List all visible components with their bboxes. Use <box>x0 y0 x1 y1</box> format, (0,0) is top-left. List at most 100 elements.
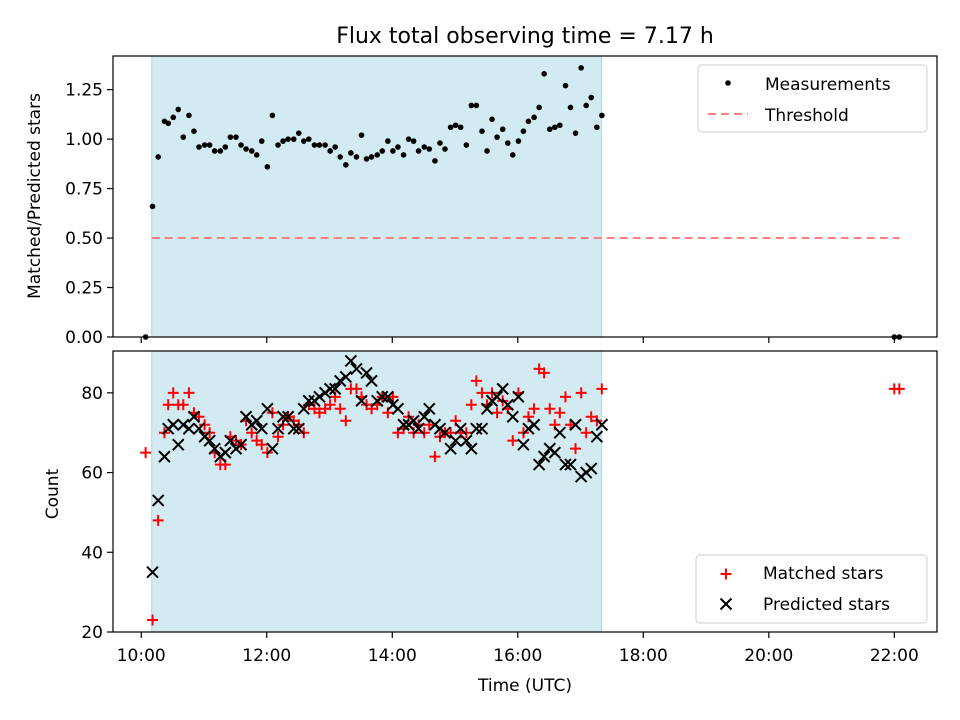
measurement-point <box>374 152 381 158</box>
points-layer <box>140 354 905 681</box>
matched-star-point <box>418 427 430 439</box>
matched-star-point <box>559 391 571 403</box>
axes-frame <box>112 55 938 338</box>
predicted-star-point <box>350 362 363 376</box>
measurement-point <box>484 148 490 154</box>
predicted-star-point <box>438 426 452 439</box>
matched-star-point <box>460 427 472 439</box>
measurement-point <box>280 138 286 144</box>
predicted-star-point <box>480 402 494 416</box>
predicted-star-point <box>553 426 567 439</box>
predicted-star-point <box>381 390 395 404</box>
legend-label-predicted: Predicted stars <box>763 595 890 615</box>
y-axis-label: Matched/Predicted stars <box>25 93 45 299</box>
measurement-point <box>300 138 307 144</box>
y-tick-label: 0.25 <box>65 279 103 299</box>
predicted-star-point <box>360 366 373 380</box>
measurement-point <box>447 124 454 131</box>
predicted-star-point <box>418 410 431 423</box>
measurement-point <box>295 130 302 136</box>
predicted-star-point <box>412 422 425 435</box>
y-tick-label: 0.75 <box>65 180 103 200</box>
measurement-point <box>253 152 260 158</box>
predicted-star-point <box>397 418 410 431</box>
measurement-point <box>201 142 208 148</box>
measurement-point <box>567 104 574 111</box>
y-tick-label: 60 <box>81 464 103 484</box>
measurement-point <box>379 148 386 154</box>
predicted-star-point <box>182 422 196 435</box>
y-tick-label: 80 <box>81 384 103 404</box>
predicted-star-point <box>522 422 535 435</box>
predicted-star-point <box>287 422 300 435</box>
predicted-star-point <box>208 442 221 455</box>
measurement-point <box>285 136 291 142</box>
matched-star-point <box>162 399 174 411</box>
measurement-point <box>180 134 187 140</box>
predicted-star-point <box>449 434 462 447</box>
measurement-point <box>258 138 265 144</box>
matched-star-point <box>476 387 488 399</box>
predicted-star-point <box>585 462 598 475</box>
predicted-star-point <box>391 402 405 416</box>
predicted-star-point <box>255 422 268 435</box>
observing-interval-shade <box>151 351 602 632</box>
matched-star-point <box>272 431 284 443</box>
measurement-point <box>337 154 343 160</box>
predicted-star-point <box>177 418 190 431</box>
predicted-star-point <box>548 446 562 459</box>
x-tick-label: 14:00 <box>368 646 417 666</box>
x-axis-label: Time (UTC) <box>477 676 572 696</box>
measurement-point <box>432 158 438 164</box>
matched-star-point <box>313 407 325 419</box>
matched-star-point <box>528 403 540 415</box>
measurement-point <box>368 154 375 160</box>
measurement-point <box>400 152 407 158</box>
predicted-star-point <box>595 418 609 431</box>
predicted-star-point <box>234 438 248 451</box>
predicted-star-point <box>517 438 530 451</box>
y-tick-label: 20 <box>81 623 103 643</box>
legend-marker-measurements <box>725 80 731 86</box>
predicted-star-point <box>465 442 478 455</box>
measurement-point <box>191 128 197 134</box>
measurement-point <box>442 146 448 152</box>
measurement-point <box>546 126 553 133</box>
measurement-point <box>275 142 281 148</box>
matched-star-point <box>429 451 441 463</box>
predicted-star-point <box>344 354 358 368</box>
measurement-point <box>426 146 433 152</box>
measurement-point <box>306 136 312 142</box>
measurement-point <box>405 136 412 142</box>
predicted-star-point <box>407 414 420 427</box>
predicted-star-point <box>151 494 165 507</box>
measurement-point <box>557 122 563 129</box>
measurement-point <box>311 142 318 148</box>
predicted-star-point <box>506 410 519 423</box>
predicted-star-point <box>281 410 295 423</box>
matched-star-point <box>334 403 346 415</box>
measurement-point <box>358 132 365 138</box>
measurement-point <box>165 120 172 127</box>
matched-star-point <box>491 407 503 419</box>
measurement-point <box>562 82 569 89</box>
predicted-star-point <box>302 394 316 408</box>
predicted-star-point <box>328 382 342 396</box>
predicted-star-point <box>490 390 504 404</box>
chart-title: Flux total observing time = 7.17 h <box>336 24 714 49</box>
predicted-star-point <box>313 390 326 404</box>
measurement-point <box>494 134 500 140</box>
predicted-star-point <box>590 430 604 443</box>
predicted-star-point <box>224 434 237 447</box>
legend-label-measurements: Measurements <box>765 75 891 95</box>
x-tick-label: 20:00 <box>744 646 793 666</box>
measurement-point <box>410 138 417 144</box>
predicted-star-point <box>261 402 274 416</box>
matched-star-point <box>596 383 608 395</box>
legend-marker-matched <box>720 568 732 580</box>
predicted-star-point <box>140 670 151 681</box>
measurement-point <box>233 134 239 140</box>
measurement-point <box>421 144 428 150</box>
measurement-point <box>186 112 192 119</box>
measurement-point <box>531 114 537 121</box>
